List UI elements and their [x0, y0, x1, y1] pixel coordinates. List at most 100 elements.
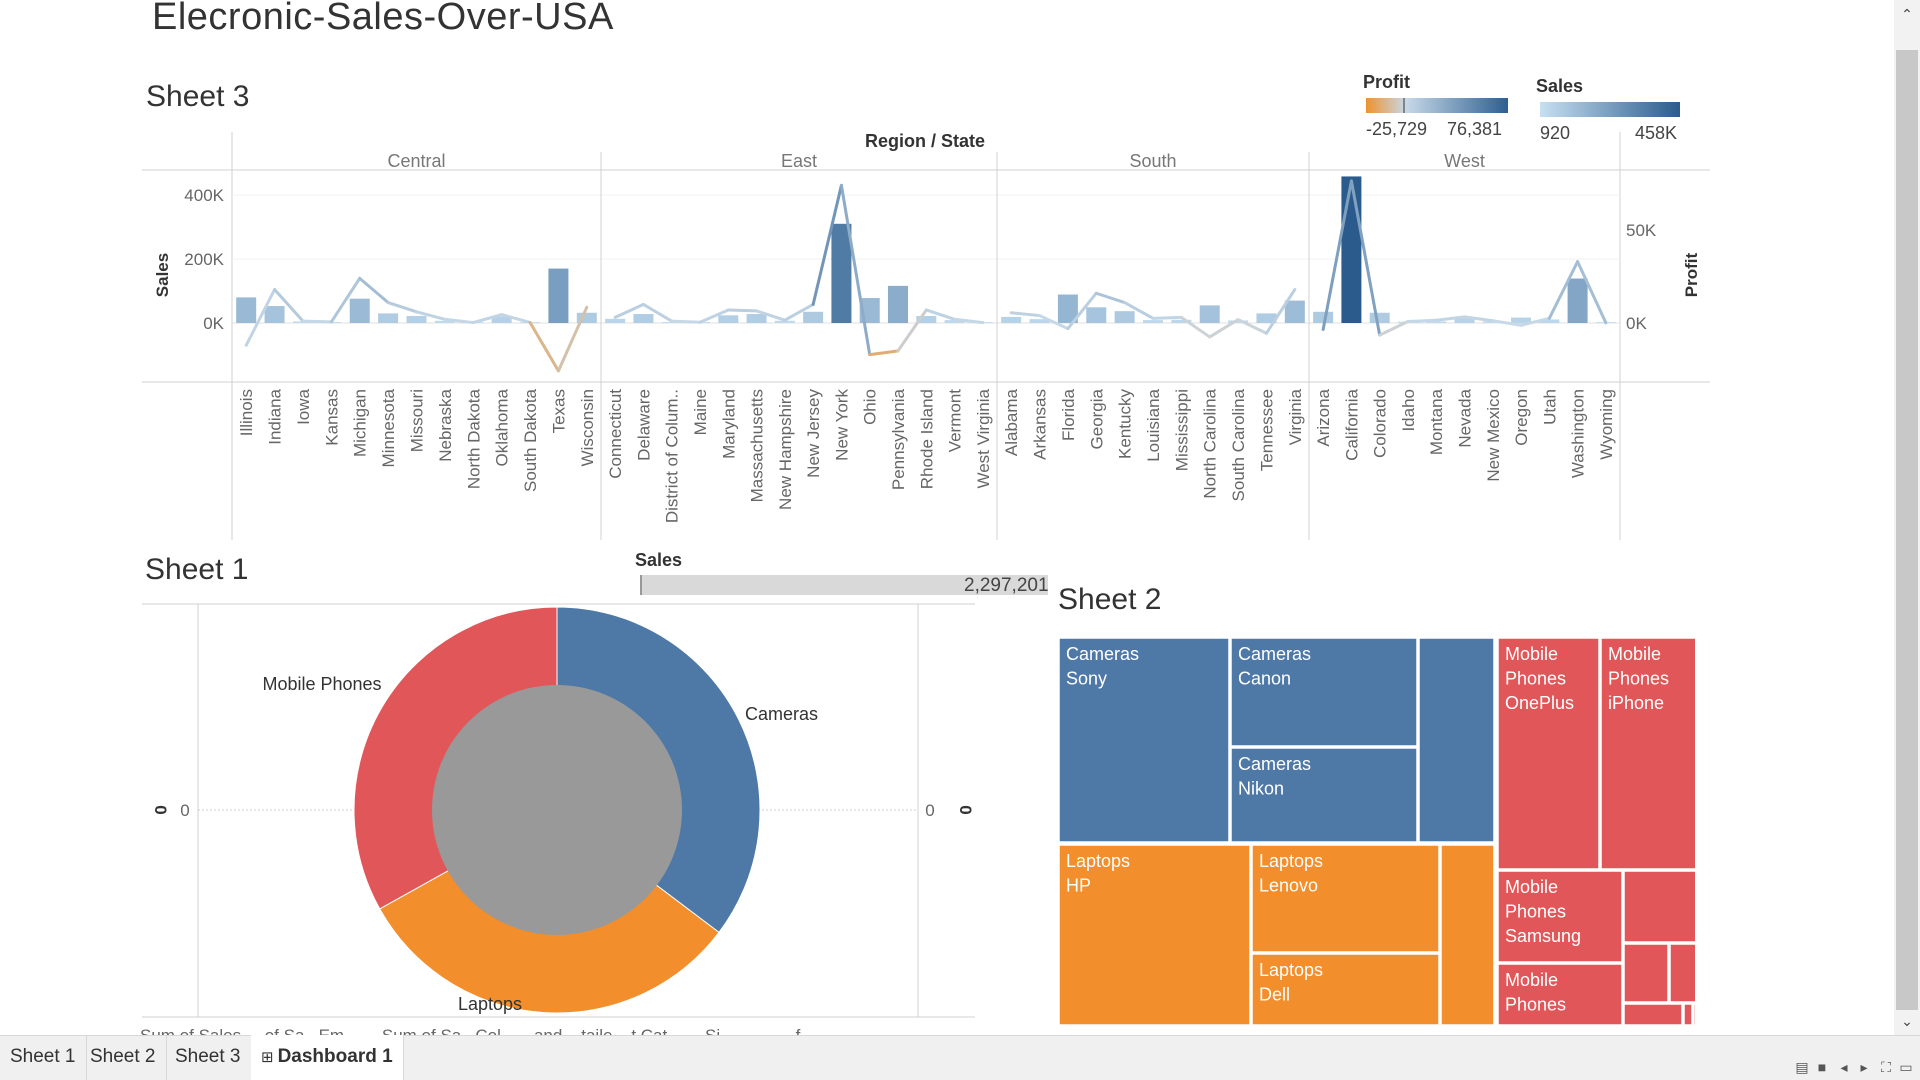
tab-sheet-1[interactable]: Sheet 1 — [0, 1035, 87, 1080]
sales-bar — [548, 268, 569, 323]
sales-bar — [888, 285, 908, 323]
state-label: Idaho — [1399, 389, 1418, 432]
sales-filter-label: Sales — [635, 550, 683, 570]
state-label: West Virginia — [974, 388, 993, 488]
state-label: New Hampshire — [776, 389, 795, 510]
sales-bar — [1001, 316, 1022, 323]
profit-line-segment — [1151, 315, 1183, 320]
treemap-cell — [1623, 1003, 1683, 1026]
treemap-label: iPhone — [1608, 693, 1664, 713]
treemap-label: Phones — [1505, 902, 1566, 922]
sales-bar — [1341, 176, 1362, 323]
treemap-cell — [1623, 943, 1669, 1003]
state-label: Kansas — [322, 389, 341, 446]
profit-line-segment — [386, 301, 418, 314]
sheet2-treemap[interactable]: Cameras Sony Cameras Canon Cameras Nikon Lapto… — [1055, 635, 1695, 1030]
state-label: Connecticut — [606, 389, 625, 479]
fit-width-icon[interactable]: ⛶ — [1881, 1059, 1891, 1075]
profit-line-segment — [1038, 314, 1070, 331]
state-label: Nevada — [1456, 388, 1475, 447]
profit-line-segment — [1321, 179, 1353, 332]
sales-bar — [236, 297, 257, 323]
sales-bar — [1114, 311, 1135, 323]
sales-bar — [605, 318, 626, 323]
treemap-cell — [1693, 1003, 1695, 1026]
profit-line-segment — [1463, 315, 1495, 323]
tab-sheet-2[interactable]: Sheet 2 — [80, 1035, 167, 1080]
state-label: Montana — [1427, 388, 1446, 455]
previous-sheet-icon[interactable]: ◂ — [1840, 1059, 1848, 1075]
sales-legend-ramp[interactable] — [1540, 102, 1680, 117]
profit-legend-ramp[interactable] — [1366, 98, 1508, 113]
tab-sheet-3[interactable]: Sheet 3 — [165, 1035, 252, 1080]
sales-bar — [1454, 317, 1475, 323]
profit-line-segment — [528, 320, 560, 373]
left-tick: 200K — [184, 250, 224, 269]
state-label: New Jersey — [804, 389, 823, 478]
sheet1-chart[interactable]: 0 0 0 0 Cameras Laptops Mobile Phones — [0, 560, 1020, 1035]
state-label: South Dakota — [521, 388, 540, 492]
state-label: South Carolina — [1229, 388, 1248, 501]
profit-line-segment — [329, 276, 362, 324]
y-axis-label-profit: Profit — [1682, 252, 1701, 297]
treemap-cell — [1600, 637, 1695, 870]
sales-legend-title: Sales — [1536, 76, 1584, 96]
profit-line-segment — [1009, 311, 1042, 318]
state-label: Pennsylvania — [889, 388, 908, 490]
sales-bar — [1284, 300, 1305, 323]
tab-dashboard-1[interactable]: ⊞ Dashboard 1 — [251, 1035, 404, 1080]
treemap-label: Mobile — [1505, 877, 1558, 897]
sales-bar — [264, 306, 285, 323]
profit-legend-gradient — [1366, 98, 1508, 113]
profit-line-segment — [1349, 179, 1382, 337]
sheet1-title: Sheet 1 — [145, 553, 249, 586]
profit-line-segment — [1208, 318, 1240, 339]
show-filmstrip-icon[interactable]: ▤ — [1795, 1059, 1809, 1075]
state-label: North Dakota — [464, 388, 483, 489]
profit-line-segment — [1519, 316, 1551, 327]
treemap-label: Mobile — [1505, 970, 1558, 990]
state-label: Kentucky — [1116, 389, 1135, 459]
treemap-label: Phones — [1505, 669, 1566, 689]
sales-range-filter[interactable] — [640, 575, 1048, 595]
treemap-cell — [1230, 747, 1418, 843]
sheet3-chart[interactable]: 400K 200K 0K 50K 0K Sales Profit Region / State… — [0, 0, 1920, 560]
state-label: Florida — [1059, 388, 1078, 441]
treemap-label: Phones — [1505, 995, 1566, 1015]
profit-line-segment — [641, 302, 674, 323]
sales-legend-ramp-svg — [1540, 102, 1680, 117]
treemap-label: Lenovo — [1259, 876, 1318, 896]
state-label: Ohio — [861, 389, 880, 425]
sales-bar — [1511, 317, 1532, 323]
profit-line-segment — [1576, 260, 1608, 325]
sales-bar — [406, 315, 427, 323]
show-tabs-icon[interactable]: ■ — [1817, 1059, 1827, 1075]
sales-legend-max: 458K — [1635, 123, 1678, 143]
scroll-up-icon[interactable]: ⌃ — [1901, 6, 1913, 22]
presentation-mode-icon[interactable]: ▭ — [1899, 1059, 1913, 1075]
state-label: Maryland — [719, 389, 738, 459]
profit-line-segment — [783, 302, 815, 322]
treemap-label: Laptops — [1259, 851, 1323, 871]
treemap-cell — [1497, 963, 1623, 1026]
state-label: New Mexico — [1484, 389, 1503, 482]
axis-label-right: 0 — [956, 805, 975, 814]
state-label: Massachusetts — [748, 389, 767, 502]
scroll-down-icon[interactable]: ⌄ — [1901, 1013, 1913, 1029]
treemap-label: Laptops — [1259, 960, 1323, 980]
profit-line-segment — [1378, 320, 1410, 337]
state-label: New York — [832, 389, 851, 461]
state-label: Mississippi — [1172, 389, 1191, 471]
scrollbar-thumb[interactable] — [1896, 50, 1918, 1010]
next-sheet-icon[interactable]: ▸ — [1860, 1059, 1868, 1075]
sales-bar — [1029, 319, 1050, 323]
profit-line-segment — [301, 319, 333, 324]
treemap-label: Samsung — [1505, 926, 1581, 946]
sales-bar — [349, 298, 370, 323]
state-label: Georgia — [1087, 388, 1106, 449]
sales-bar — [1199, 305, 1220, 323]
treemap-cell — [1497, 870, 1623, 963]
axis-tick-left: 0 — [180, 801, 189, 820]
axis-tick-right: 0 — [925, 801, 934, 820]
treemap-cell — [1669, 943, 1695, 1003]
